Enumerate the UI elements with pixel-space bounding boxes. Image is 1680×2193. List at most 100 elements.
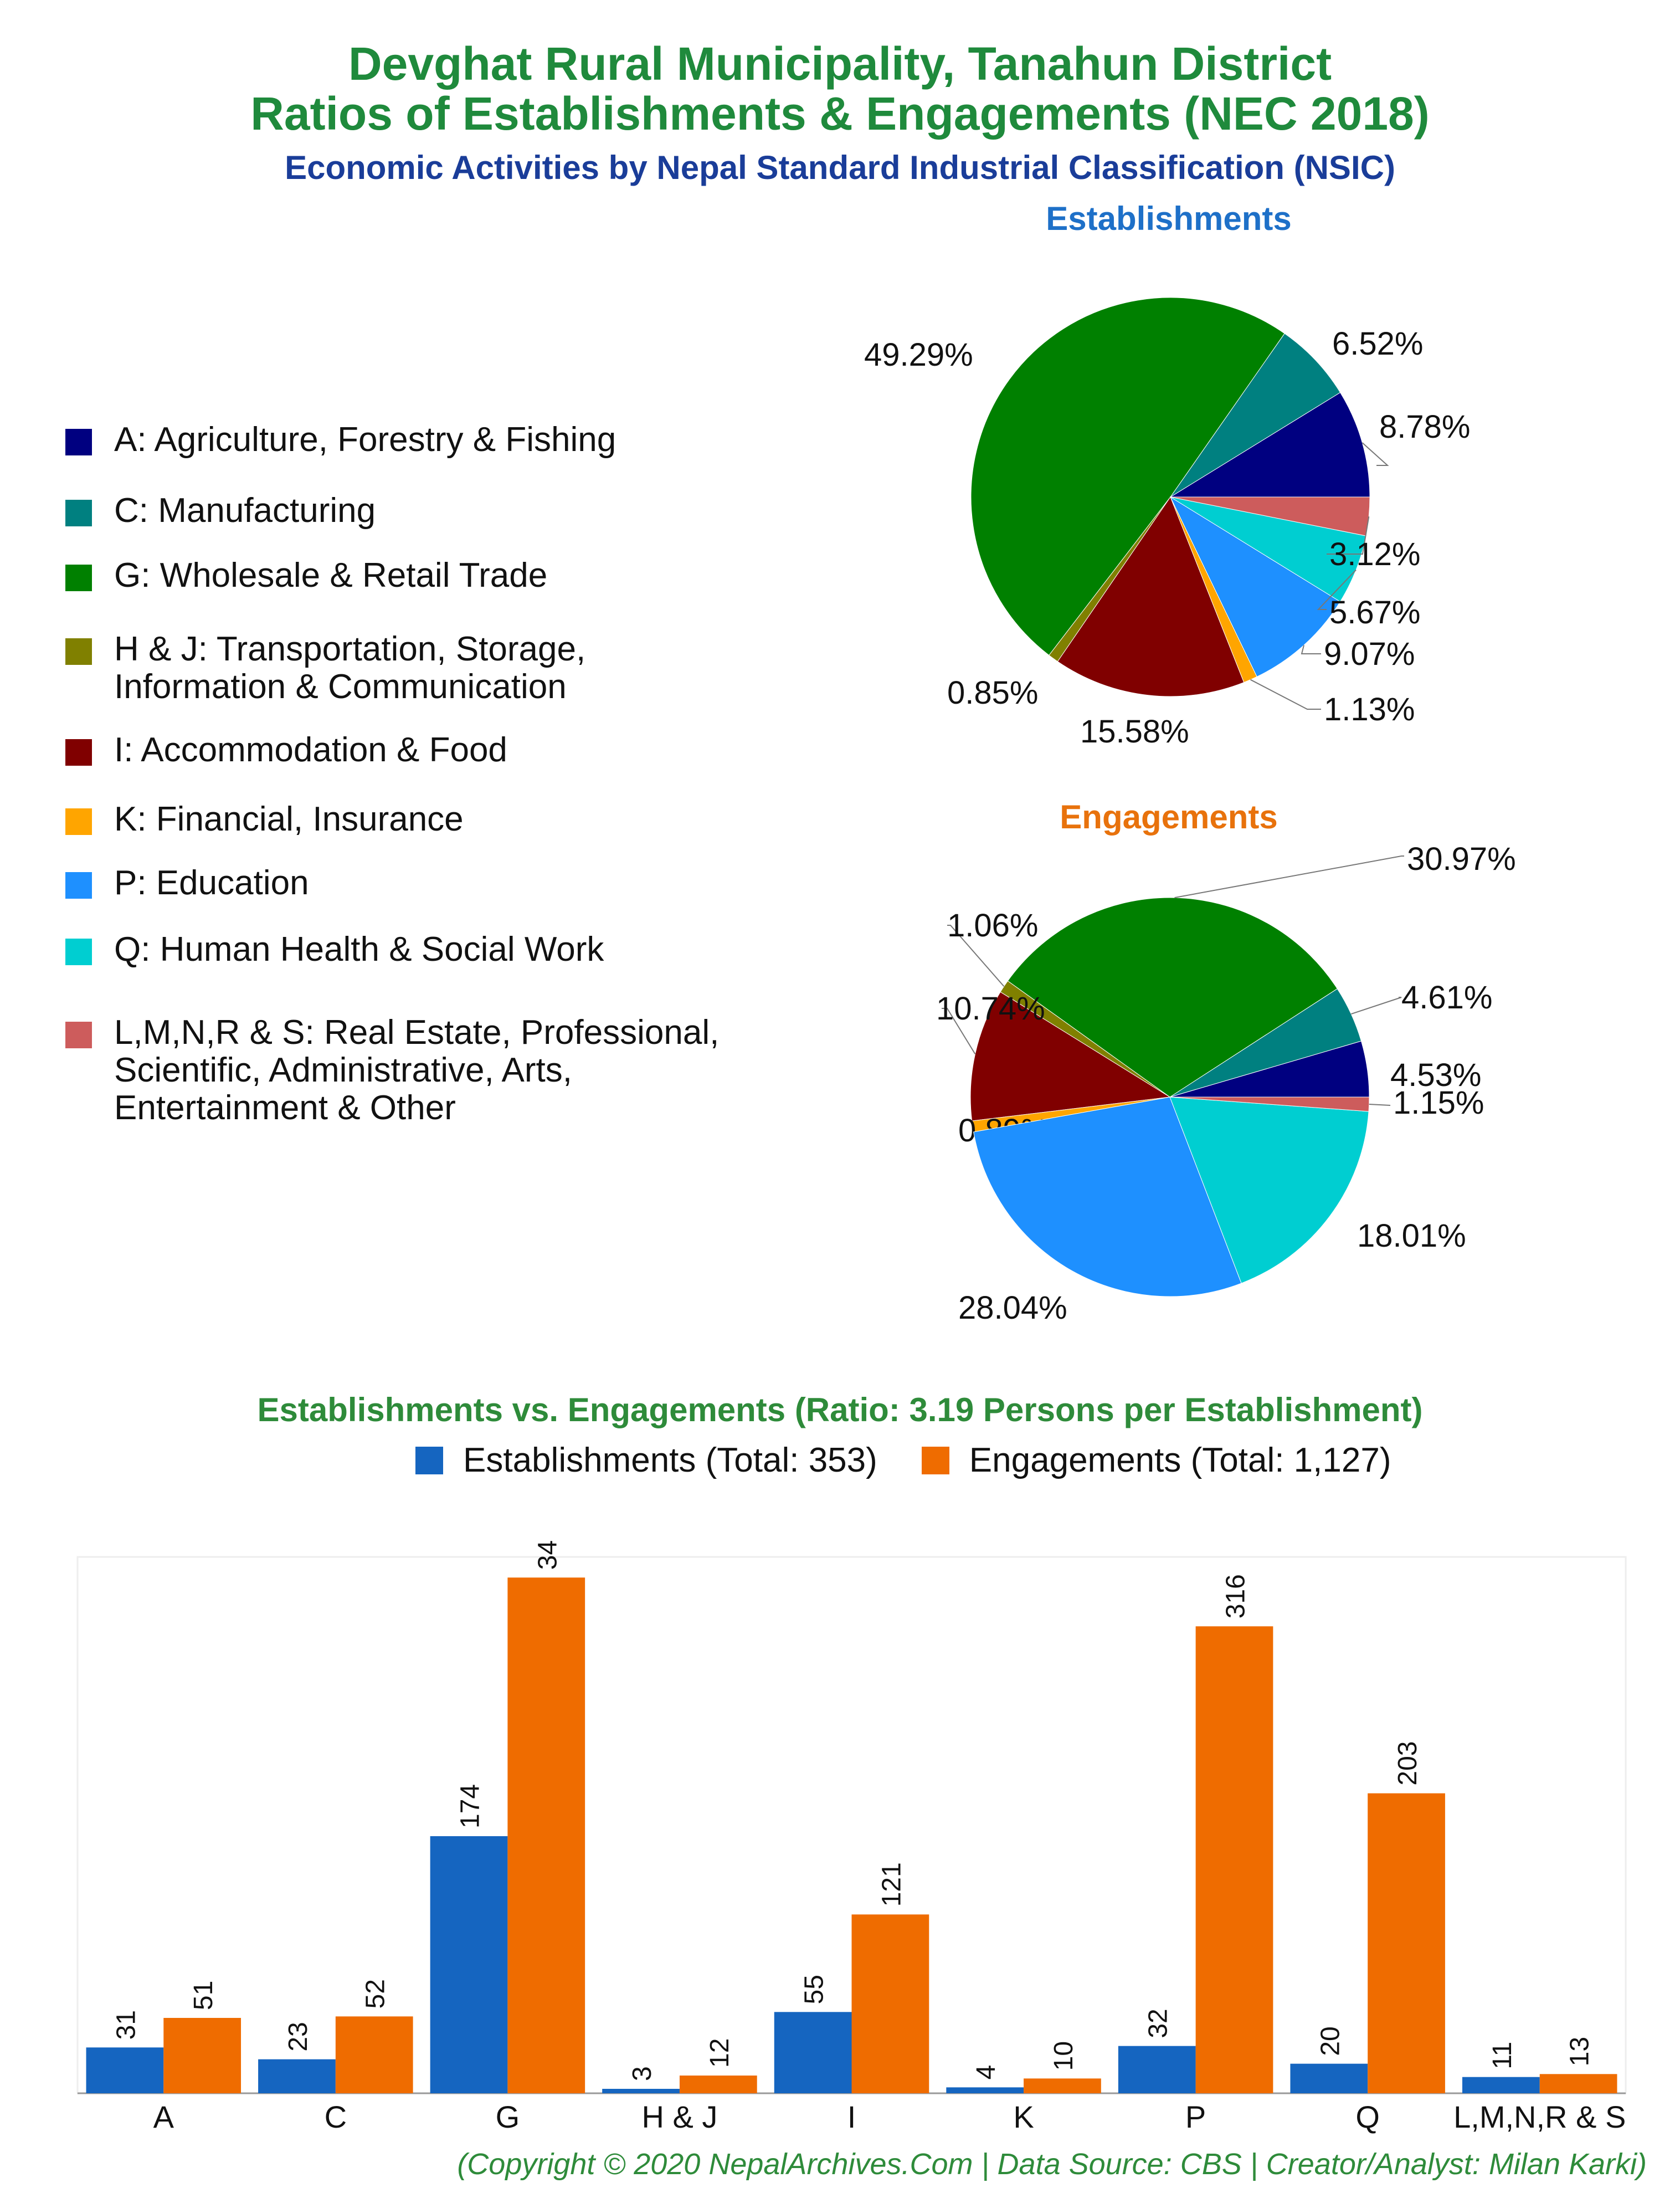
- establishments-bar-i: [774, 2012, 852, 2093]
- pie-slice-i: [970, 991, 1171, 1121]
- bar-chart: 31 51 A 23 52 C 174 349 G 3 12 H & J 55 121 I 4 10 K 32 316…: [76, 1540, 1627, 2134]
- legend-label: Q: Human Health & Social Work: [114, 930, 604, 969]
- legend-item-c: C: Manufacturing: [65, 492, 376, 530]
- legend-label: L,M,N,R & S: Real Estate, Professional, …: [114, 1013, 720, 1127]
- pie-slice-c: [1170, 333, 1341, 498]
- legend-item-a: A: Agriculture, Forestry & Fishing: [65, 421, 616, 459]
- pie-value-label: 49.29%: [864, 337, 973, 373]
- establishments-bar-l-m-n-r-s: [1462, 2077, 1540, 2093]
- bar-value-label: 174: [456, 1784, 485, 1828]
- pie-slice-p: [973, 1096, 1242, 1297]
- chart-title-line1: Devghat Rural Municipality, Tanahun Dist…: [348, 38, 1332, 90]
- chart-subtitle: Economic Activities by Nepal Standard In…: [285, 149, 1395, 186]
- pie-leader-line: [1327, 516, 1370, 555]
- pie-value-label: 1.13%: [1324, 691, 1415, 727]
- pie-value-label: 18.01%: [1357, 1218, 1466, 1254]
- legend-swatch: [65, 638, 92, 665]
- pie-value-label: 5.67%: [1329, 595, 1420, 631]
- establishments-pie-title: Establishments: [1046, 200, 1292, 237]
- pie-value-label: 4.61%: [1401, 980, 1492, 1016]
- pie-value-label: 1.15%: [1393, 1085, 1484, 1121]
- copyright-text: (Copyright © 2020 NepalArchives.Com | Da…: [457, 2148, 1647, 2181]
- legend-item-k: K: Financial, Insurance: [65, 801, 464, 838]
- x-tick-label: L,M,N,R & S: [1453, 2099, 1626, 2134]
- establishments-bar-q: [1290, 2063, 1368, 2093]
- engagements-bar-p: [1195, 1626, 1273, 2093]
- legend-label: K: Financial, Insurance: [114, 800, 464, 838]
- pie-slice-a: [1169, 392, 1370, 498]
- pie-leader-line: [942, 1008, 976, 1054]
- legend-swatch: [65, 808, 92, 835]
- engagements-bar-g: [507, 1577, 585, 2093]
- pie-value-label: 9.07%: [1324, 636, 1415, 672]
- engagements-bar-q: [1368, 1793, 1445, 2093]
- legend-swatch: [65, 429, 92, 455]
- establishments-bar-a: [86, 2047, 164, 2093]
- bar-value-label: 20: [1316, 2026, 1345, 2056]
- pie-leader-line: [1350, 997, 1402, 1015]
- x-tick-label: C: [325, 2099, 347, 2134]
- bar-value-label: 32: [1144, 2008, 1173, 2038]
- engagements-bar-h-j: [679, 2075, 757, 2093]
- bar-value-label: 52: [361, 1979, 391, 2008]
- pie-value-label: 10.74%: [936, 991, 1045, 1027]
- x-tick-label: G: [496, 2099, 520, 2134]
- establishments-bar-h-j: [602, 2088, 680, 2093]
- bar-value-label: 13: [1565, 2037, 1595, 2066]
- bar-value-label: 51: [189, 1981, 218, 2010]
- legend-swatch: [65, 565, 92, 591]
- engagements-pie-title: Engagements: [1060, 798, 1278, 836]
- pie-value-label: 4.53%: [1390, 1057, 1481, 1093]
- bar-value-label: 55: [800, 1975, 829, 2004]
- legend-label: A: Agriculture, Forestry & Fishing: [114, 421, 616, 459]
- bar-value-label: 23: [284, 2022, 313, 2051]
- bar-value-label: 3: [628, 2066, 657, 2081]
- legend-swatch: [65, 500, 92, 526]
- x-tick-label: K: [1013, 2099, 1034, 2134]
- bar-value-label: 11: [1488, 2042, 1517, 2069]
- legend-swatch-establishments: [415, 1446, 443, 1474]
- pie-slice-p: [1169, 496, 1341, 678]
- legend-swatch: [65, 739, 92, 766]
- x-tick-label: P: [1185, 2099, 1206, 2134]
- engagements-bar-i: [851, 1914, 929, 2093]
- legend-swatch: [65, 1022, 92, 1048]
- pie-value-label: 28.04%: [958, 1290, 1067, 1326]
- legend-item-hj: H & J: Transportation, Storage, Informat…: [65, 631, 585, 706]
- bar-value-label: 316: [1221, 1574, 1250, 1618]
- legend-label: P: Education: [114, 864, 309, 902]
- x-tick-label: H & J: [641, 2099, 717, 2134]
- pie-value-label: 30.97%: [1407, 841, 1516, 877]
- pie-leader-line: [1369, 1104, 1391, 1106]
- pie-value-label: 15.58%: [1080, 714, 1189, 750]
- pie-leader-line: [1250, 679, 1321, 710]
- bar-chart-title: Establishments vs. Engagements (Ratio: 3…: [257, 1391, 1423, 1428]
- legend-label: G: Wholesale & Retail Trade: [114, 556, 548, 595]
- engagements-pie-chart: 4.53%4.61%30.97%1.06%10.74%0.89%28.04%18…: [936, 841, 1516, 1326]
- legend-item-q: Q: Human Health & Social Work: [65, 931, 604, 969]
- establishments-bar-p: [1118, 2046, 1196, 2093]
- legend-label-establishments: Establishments (Total: 353): [463, 1441, 877, 1479]
- establishments-pie-chart: 8.78% 6.52% 49.29% 0.85% 15.58% 1.13% 9.07% 5.6…: [864, 297, 1470, 750]
- legend-label: C: Manufacturing: [114, 491, 376, 530]
- legend-label-engagements: Engagements (Total: 1,127): [969, 1441, 1391, 1479]
- legend-swatch: [65, 872, 92, 899]
- legend-item-i: I: Accommodation & Food: [65, 731, 507, 769]
- pie-leader-line: [1174, 855, 1404, 899]
- legend-label: I: Accommodation & Food: [114, 731, 507, 769]
- pie-slice-q: [1169, 1096, 1369, 1284]
- bar-value-label: 121: [877, 1862, 906, 1907]
- legend-item-p: P: Education: [65, 864, 309, 902]
- engagements-bar-a: [163, 2017, 242, 2093]
- pie-leader-line: [1317, 569, 1357, 610]
- bar-value-label: 349: [533, 1540, 562, 1570]
- pie-leader-line: [1362, 442, 1389, 466]
- pie-leader-line: [1301, 645, 1321, 654]
- engagements-bar-c: [335, 2016, 413, 2093]
- legend-swatch: [65, 939, 92, 965]
- pie-leader-line: [947, 925, 1005, 987]
- establishments-bar-g: [430, 1836, 508, 2093]
- legend-label: H & J: Transportation, Storage, Informat…: [114, 630, 586, 706]
- pie-slice-l-m-n-r-s: [1169, 1096, 1370, 1112]
- bar-value-label: 4: [972, 2065, 1001, 2080]
